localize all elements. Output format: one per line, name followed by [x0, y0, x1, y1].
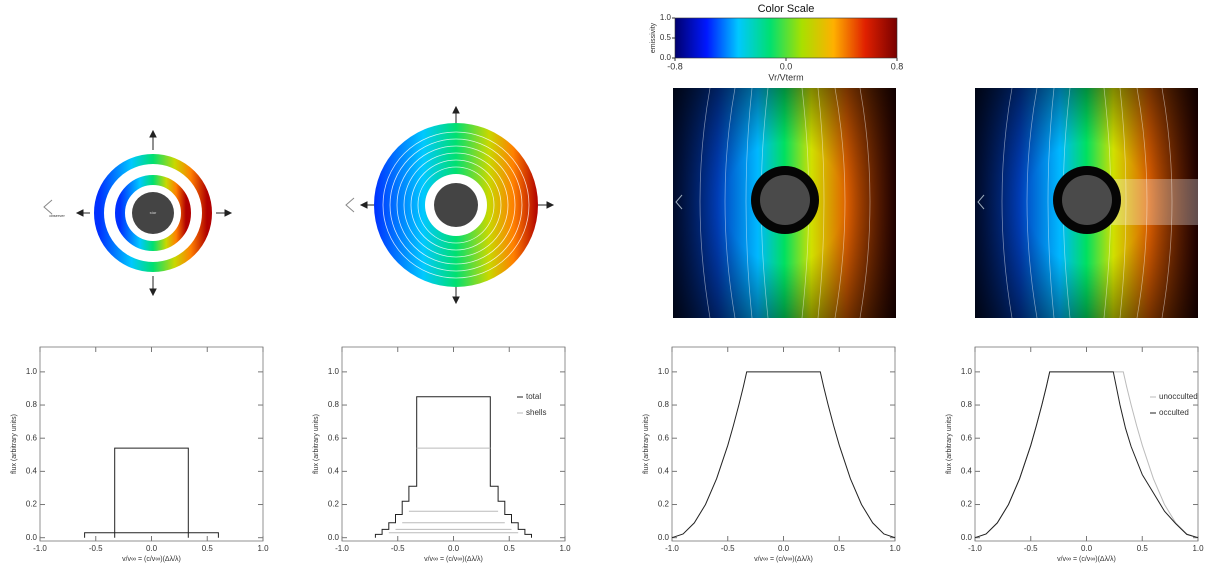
y-tick-label: 0.0	[961, 533, 973, 542]
observer-label: observer	[49, 213, 65, 218]
y-tick-label: 0.0	[660, 53, 672, 62]
y-tick-label: 0.0	[328, 533, 340, 542]
color-scale	[674, 17, 898, 59]
x-axis-label: v/v∞ = (c/v∞)(Δλ/λ)	[122, 556, 181, 563]
y-tick-label: 0.0	[658, 533, 670, 542]
y-tick-label: 0.4	[961, 466, 973, 475]
legend-label: unocculted	[1159, 392, 1198, 401]
y-tick-label: 1.0	[660, 13, 672, 22]
y-axis-label: emissivity	[650, 22, 657, 53]
y-tick-label: 0.4	[26, 466, 38, 475]
legend-label: total	[526, 392, 541, 401]
x-tick-label: 0.5	[202, 544, 214, 553]
series-line	[388, 447, 519, 534]
x-axis-label: v/v∞ = (c/v∞)(Δλ/λ)	[424, 556, 483, 563]
series-line	[114, 447, 189, 538]
x-tick-label: -1.0	[665, 544, 679, 553]
y-axis-label: flux (arbitrary units)	[313, 414, 320, 474]
x-tick-label: -0.5	[1024, 544, 1038, 553]
y-tick-label: 1.0	[961, 367, 973, 376]
y-tick-label: 0.4	[658, 466, 670, 475]
plot-frame	[39, 346, 264, 542]
y-tick-label: 0.2	[328, 500, 340, 509]
y-tick-label: 0.6	[328, 433, 340, 442]
diagram-continuous	[345, 105, 555, 305]
velocity-map-occulted	[975, 87, 1198, 319]
x-tick-label: -0.5	[721, 544, 735, 553]
y-tick-label: 0.5	[660, 33, 672, 42]
y-tick-label: 1.0	[658, 367, 670, 376]
x-tick-label: 0.0	[448, 544, 460, 553]
y-tick-label: 0.6	[658, 433, 670, 442]
series-line	[374, 396, 532, 538]
x-tick-label: 0.0	[146, 544, 158, 553]
legend-label: occulted	[1159, 408, 1189, 417]
series-line	[671, 371, 896, 539]
x-tick-label: 1.0	[1192, 544, 1204, 553]
y-tick-label: 0.0	[26, 533, 38, 542]
legend-label: shells	[526, 408, 546, 417]
y-tick-label: 1.0	[328, 367, 340, 376]
x-tick-label: -1.0	[335, 544, 349, 553]
plot-frame	[341, 346, 566, 542]
x-tick-label: 0.0	[1081, 544, 1093, 553]
x-axis-label: v/v∞ = (c/v∞)(Δλ/λ)	[754, 556, 813, 563]
y-tick-label: 0.6	[961, 433, 973, 442]
diagram-shells: star observer	[43, 129, 233, 297]
x-tick-label: 0.5	[1137, 544, 1149, 553]
x-tick-label: 1.0	[889, 544, 901, 553]
x-tick-label: -0.8	[667, 61, 683, 71]
x-tick-label: 1.0	[559, 544, 571, 553]
y-tick-label: 0.6	[26, 433, 38, 442]
x-tick-label: 0.5	[504, 544, 516, 553]
x-tick-label: -0.5	[89, 544, 103, 553]
y-axis-label: flux (arbitrary units)	[643, 414, 650, 474]
y-tick-label: 0.2	[961, 500, 973, 509]
colorbar-title: Color Scale	[758, 3, 815, 15]
y-tick-label: 0.8	[961, 400, 973, 409]
x-tick-label: -1.0	[968, 544, 982, 553]
y-tick-label: 0.2	[26, 500, 38, 509]
y-tick-label: 0.8	[658, 400, 670, 409]
series-line	[974, 371, 1199, 539]
x-tick-label: 0.8	[891, 61, 904, 71]
x-tick-label: 0.0	[780, 61, 793, 71]
star-label: star	[150, 210, 157, 215]
x-tick-label: -0.5	[391, 544, 405, 553]
x-tick-label: 1.0	[257, 544, 269, 553]
y-tick-label: 0.8	[328, 400, 340, 409]
x-axis-label: v/v∞ = (c/v∞)(Δλ/λ)	[1057, 556, 1116, 563]
x-tick-label: -1.0	[33, 544, 47, 553]
y-tick-label: 1.0	[26, 367, 38, 376]
y-tick-label: 0.2	[658, 500, 670, 509]
y-axis-label: flux (arbitrary units)	[946, 414, 953, 474]
x-tick-label: 0.5	[834, 544, 846, 553]
x-tick-label: 0.0	[778, 544, 790, 553]
y-tick-label: 0.4	[328, 466, 340, 475]
x-axis-label: Vr/Vterm	[768, 72, 803, 82]
velocity-map	[673, 87, 896, 319]
y-axis-label: flux (arbitrary units)	[11, 414, 18, 474]
plot-frame	[671, 346, 896, 542]
series-line	[84, 532, 219, 538]
y-tick-label: 0.8	[26, 400, 38, 409]
